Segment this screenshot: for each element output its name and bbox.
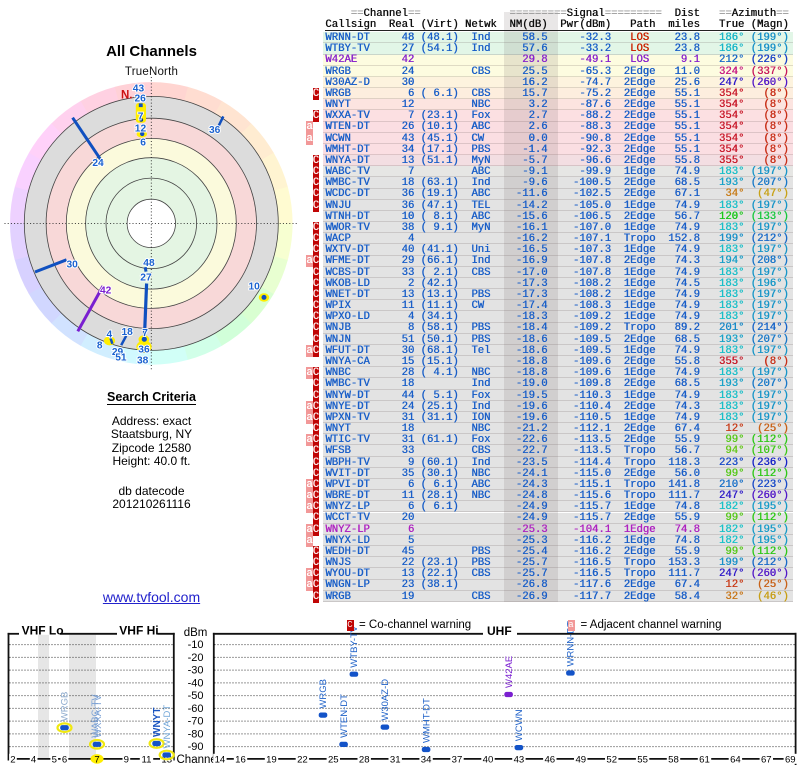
svg-text:WRGB: WRGB xyxy=(318,679,329,709)
svg-text:-90: -90 xyxy=(188,741,204,753)
svg-text:Channel: Channel xyxy=(177,754,220,766)
svg-text:48: 48 xyxy=(143,258,155,269)
svg-text:61: 61 xyxy=(699,754,710,765)
svg-text:WTBY-TV: WTBY-TV xyxy=(349,625,360,668)
svg-text:WTEN-DT: WTEN-DT xyxy=(339,694,350,738)
svg-text:W30AZ-D: W30AZ-D xyxy=(380,679,391,721)
svg-text:6: 6 xyxy=(62,754,67,765)
svg-text:31: 31 xyxy=(390,754,401,765)
svg-text:67: 67 xyxy=(761,754,772,765)
svg-text:49: 49 xyxy=(575,754,586,765)
svg-text:5: 5 xyxy=(52,754,57,765)
svg-text:WXXA-TV: WXXA-TV xyxy=(93,694,104,738)
svg-text:34: 34 xyxy=(421,754,432,765)
svg-text:19: 19 xyxy=(266,754,277,765)
svg-text:26: 26 xyxy=(135,93,147,104)
svg-text:58: 58 xyxy=(668,754,679,765)
svg-text:6: 6 xyxy=(140,137,146,148)
svg-text:WABC-TV: WABC-TV xyxy=(90,694,101,738)
svg-text:25: 25 xyxy=(328,754,339,765)
svg-text:2: 2 xyxy=(10,754,15,765)
svg-text:18: 18 xyxy=(122,327,134,338)
svg-text:-80: -80 xyxy=(188,729,204,741)
svg-text:-20: -20 xyxy=(188,652,204,664)
svg-text:-30: -30 xyxy=(188,665,204,677)
svg-text:7: 7 xyxy=(142,328,148,339)
svg-text:22: 22 xyxy=(297,754,308,765)
svg-text:29: 29 xyxy=(112,347,124,358)
svg-text:WMHT-DT: WMHT-DT xyxy=(421,698,432,743)
svg-text:38: 38 xyxy=(137,356,149,367)
svg-text:37: 37 xyxy=(452,754,463,765)
svg-text:30: 30 xyxy=(67,260,79,271)
svg-text:43: 43 xyxy=(133,84,145,95)
svg-text:-60: -60 xyxy=(188,703,204,715)
svg-text:42: 42 xyxy=(100,285,112,296)
svg-text:8: 8 xyxy=(97,341,103,352)
svg-text:43: 43 xyxy=(514,754,525,765)
svg-text:51: 51 xyxy=(115,352,127,363)
svg-text:28: 28 xyxy=(359,754,370,765)
svg-text:14: 14 xyxy=(215,754,226,765)
svg-text:16: 16 xyxy=(235,754,246,765)
svg-text:36: 36 xyxy=(209,125,221,136)
svg-text:4: 4 xyxy=(31,754,37,765)
svg-text:24: 24 xyxy=(92,158,104,169)
svg-text:VHF Lo: VHF Lo xyxy=(22,623,64,637)
svg-text:9: 9 xyxy=(124,754,129,765)
svg-text:27: 27 xyxy=(140,272,152,283)
svg-text:69: 69 xyxy=(785,754,796,765)
svg-text:-50: -50 xyxy=(188,690,204,702)
svg-text:WRGB: WRGB xyxy=(60,692,71,722)
svg-text:11: 11 xyxy=(142,754,152,765)
svg-text:UHF: UHF xyxy=(487,624,512,638)
svg-text:10: 10 xyxy=(249,282,261,293)
svg-text:WRNN-DT: WRNN-DT xyxy=(566,621,577,667)
svg-text:WCWN: WCWN xyxy=(514,709,525,741)
svg-text:40: 40 xyxy=(483,754,494,765)
svg-text:WNYT: WNYT xyxy=(152,708,163,737)
svg-text:-10: -10 xyxy=(188,639,204,651)
svg-text:WNYA-DT: WNYA-DT xyxy=(162,705,173,749)
svg-text:W42AE: W42AE xyxy=(504,656,515,688)
svg-text:55: 55 xyxy=(637,754,648,765)
svg-text:4: 4 xyxy=(107,329,113,340)
svg-text:dBm: dBm xyxy=(184,627,208,639)
svg-text:7: 7 xyxy=(138,112,144,123)
svg-text:N.: N. xyxy=(121,89,133,101)
svg-text:12: 12 xyxy=(135,124,147,135)
svg-text:64: 64 xyxy=(730,754,741,765)
svg-text:7: 7 xyxy=(94,754,99,765)
svg-text:VHF Hi: VHF Hi xyxy=(119,623,158,637)
svg-text:36: 36 xyxy=(138,344,150,355)
svg-text:52: 52 xyxy=(606,754,617,765)
svg-text:-40: -40 xyxy=(188,678,204,690)
svg-text:-70: -70 xyxy=(188,716,204,728)
svg-text:46: 46 xyxy=(544,754,555,765)
